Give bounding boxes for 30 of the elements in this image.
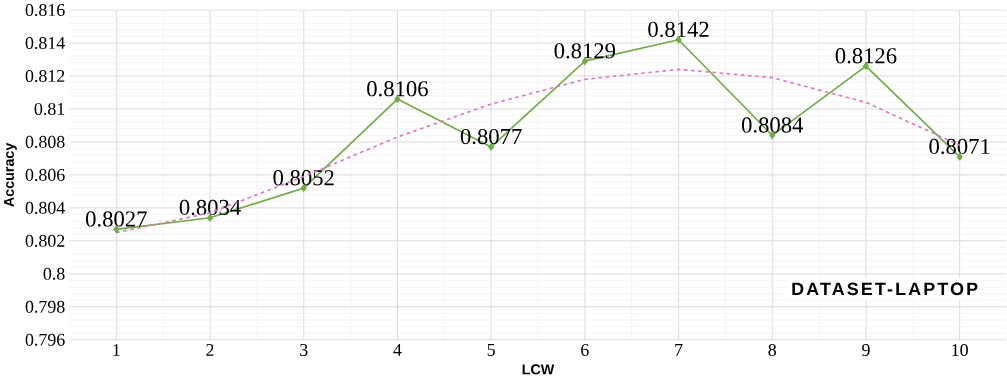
data-label: 0.8142 bbox=[648, 21, 709, 37]
x-tick-label: 10 bbox=[952, 343, 968, 356]
y-tick-label: 0.798 bbox=[25, 300, 65, 313]
data-label: 0.8129 bbox=[554, 42, 616, 59]
x-tick-label: 7 bbox=[675, 343, 683, 356]
y-tick-label: 0.816 bbox=[25, 3, 65, 16]
annotation: DATASET-LAPTOP bbox=[792, 282, 978, 296]
y-tick-label: 0.812 bbox=[25, 69, 65, 82]
y-tick-label: 0.808 bbox=[25, 135, 65, 148]
x-tick-label: 4 bbox=[393, 343, 402, 356]
y-tick-label: 0.796 bbox=[25, 333, 65, 346]
y-tick-label: 0.806 bbox=[25, 168, 65, 181]
x-tick-label: 6 bbox=[581, 343, 589, 356]
y-tick-label: 0.804 bbox=[25, 201, 65, 214]
y-tick-label: 0.814 bbox=[25, 36, 65, 49]
y-axis-title: Accuracy bbox=[4, 142, 17, 207]
y-tick-label: 0.8 bbox=[43, 267, 65, 280]
data-label: 0.8126 bbox=[835, 47, 897, 64]
x-tick-label: 8 bbox=[768, 343, 777, 356]
x-axis-title: LCW bbox=[522, 364, 555, 375]
x-tick-label: 5 bbox=[487, 343, 495, 356]
y-tick-label: 0.81 bbox=[34, 102, 65, 115]
y-tick-label: 0.802 bbox=[25, 234, 65, 247]
data-label: 0.8027 bbox=[86, 211, 147, 227]
x-tick-label: 9 bbox=[862, 343, 870, 356]
x-tick-label: 2 bbox=[206, 343, 214, 356]
data-label: 0.8106 bbox=[367, 80, 428, 97]
x-tick-label: 3 bbox=[300, 343, 308, 356]
x-tick-label: 1 bbox=[113, 343, 120, 356]
data-label: 0.8034 bbox=[179, 199, 241, 215]
